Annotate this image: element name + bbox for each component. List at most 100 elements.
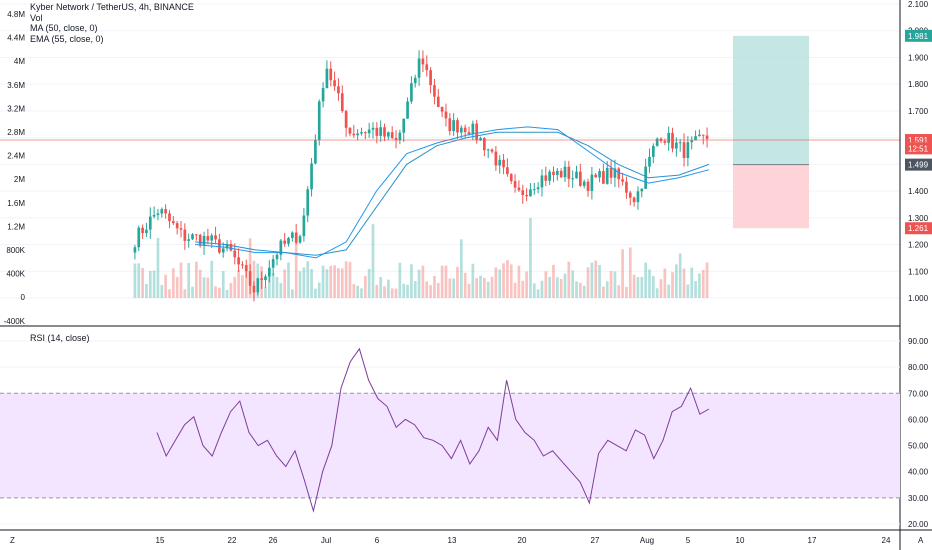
volume-bar — [329, 265, 333, 298]
price-tick-label: 1.700 — [908, 107, 929, 116]
volume-bar — [291, 289, 294, 298]
volume-bar — [156, 237, 160, 298]
volume-bar — [141, 267, 144, 298]
candle-body — [390, 132, 394, 139]
volume-bar — [667, 284, 671, 298]
volume-bar — [671, 272, 674, 298]
candle-body — [310, 163, 313, 190]
candle-body — [663, 141, 667, 143]
volume-bar — [459, 239, 463, 298]
volume-bar — [621, 249, 624, 298]
candle-body — [605, 167, 609, 184]
candle-body — [225, 243, 229, 249]
stop-loss-zone[interactable] — [733, 164, 809, 229]
volume-bar — [218, 287, 221, 298]
volume-legend[interactable]: Vol — [30, 12, 43, 23]
time-tick-label: 15 — [156, 536, 165, 545]
candle-body — [594, 174, 598, 178]
candle-body — [471, 123, 475, 135]
candle-body — [271, 259, 275, 268]
stop-loss-badge — [905, 222, 932, 235]
candle-body — [682, 142, 686, 158]
candle-body — [586, 181, 590, 191]
auto-scale-button[interactable]: A — [918, 536, 924, 545]
volume-bar — [152, 270, 156, 298]
candle-body — [701, 134, 705, 136]
symbol-title[interactable]: Kyber Network / TetherUS, 4h, BINANCE — [30, 2, 194, 12]
volume-bar — [694, 281, 697, 298]
volume-bar — [559, 278, 563, 298]
ma-legend[interactable]: MA (50, close, 0) — [30, 23, 98, 33]
candle-body — [602, 171, 605, 184]
time-axis[interactable]: 15 22 26 Jul 6 13 20 27 Aug 5 10 17 24 — [156, 536, 891, 545]
volume-tick-label: 4.8M — [7, 10, 25, 19]
time-tick-label: 6 — [375, 536, 380, 545]
volume-bar — [202, 277, 206, 298]
volume-bar — [344, 261, 348, 298]
time-tick-label: Jul — [321, 536, 331, 545]
candle-body — [609, 167, 613, 178]
volume-bar — [306, 261, 310, 298]
volume-bar — [651, 276, 655, 298]
volume-bar — [241, 275, 244, 298]
volume-bar — [632, 274, 636, 298]
candle-body — [337, 86, 340, 94]
price-tick-label: 2.100 — [908, 0, 929, 9]
candle-body — [513, 181, 517, 188]
volume-bar — [394, 288, 398, 298]
candle-body — [544, 175, 548, 181]
volume-bar — [628, 247, 632, 298]
volume-bar — [267, 268, 271, 298]
candle-body — [325, 68, 329, 89]
volume-bar — [659, 279, 663, 298]
volume-bar — [532, 283, 536, 298]
volume-bar — [283, 269, 287, 298]
ema55-line — [194, 131, 710, 256]
volume-bar — [479, 275, 482, 298]
candle-body — [352, 133, 356, 136]
candle-body — [678, 142, 682, 144]
candle-body — [329, 68, 333, 81]
take-profit-zone[interactable] — [733, 35, 809, 165]
volume-bar — [682, 268, 686, 298]
volume-tick-label: 800K — [6, 246, 25, 255]
rsi-tick-label: 40.00 — [908, 468, 929, 477]
volume-bar — [571, 270, 575, 298]
candle-body — [667, 132, 671, 143]
volume-bar — [590, 262, 594, 298]
volume-bar — [287, 262, 290, 298]
candle-body — [198, 234, 202, 246]
candle-body — [529, 189, 532, 197]
volume-bar — [252, 260, 256, 298]
volume-tick-label: 2.4M — [7, 152, 25, 161]
candle-body — [244, 265, 248, 272]
volume-bar — [613, 271, 617, 298]
candle-body — [363, 132, 367, 134]
candle-body — [321, 88, 325, 102]
volume-bar — [383, 286, 386, 298]
volume-bar — [705, 262, 709, 298]
time-zone-button[interactable]: Z — [10, 536, 15, 545]
candle-body — [632, 197, 636, 203]
volume-bar — [517, 265, 521, 298]
rsi-axis[interactable]: 90.00 80.00 70.00 60.00 50.00 40.00 30.00 20.00 — [908, 337, 929, 529]
candle-body — [398, 132, 402, 141]
volume-bar — [678, 253, 682, 298]
volume-bar — [279, 283, 283, 298]
candle-body — [417, 58, 421, 78]
volume-bar — [467, 283, 471, 298]
candle-body — [160, 209, 164, 214]
countdown-badge-label: 12:51 — [908, 144, 929, 153]
ema-legend[interactable]: EMA (55, close, 0) — [30, 33, 104, 44]
rsi-legend[interactable]: RSI (14, close) — [30, 333, 90, 343]
candle-body — [287, 237, 290, 244]
volume-bar — [145, 284, 148, 298]
candle-body — [413, 77, 417, 84]
candle-body — [613, 168, 617, 178]
candle-body — [152, 214, 156, 217]
volume-bar — [164, 274, 167, 298]
candle-body — [279, 240, 283, 255]
volume-bar — [379, 277, 383, 298]
volume-tick-label: -400K — [4, 317, 26, 326]
